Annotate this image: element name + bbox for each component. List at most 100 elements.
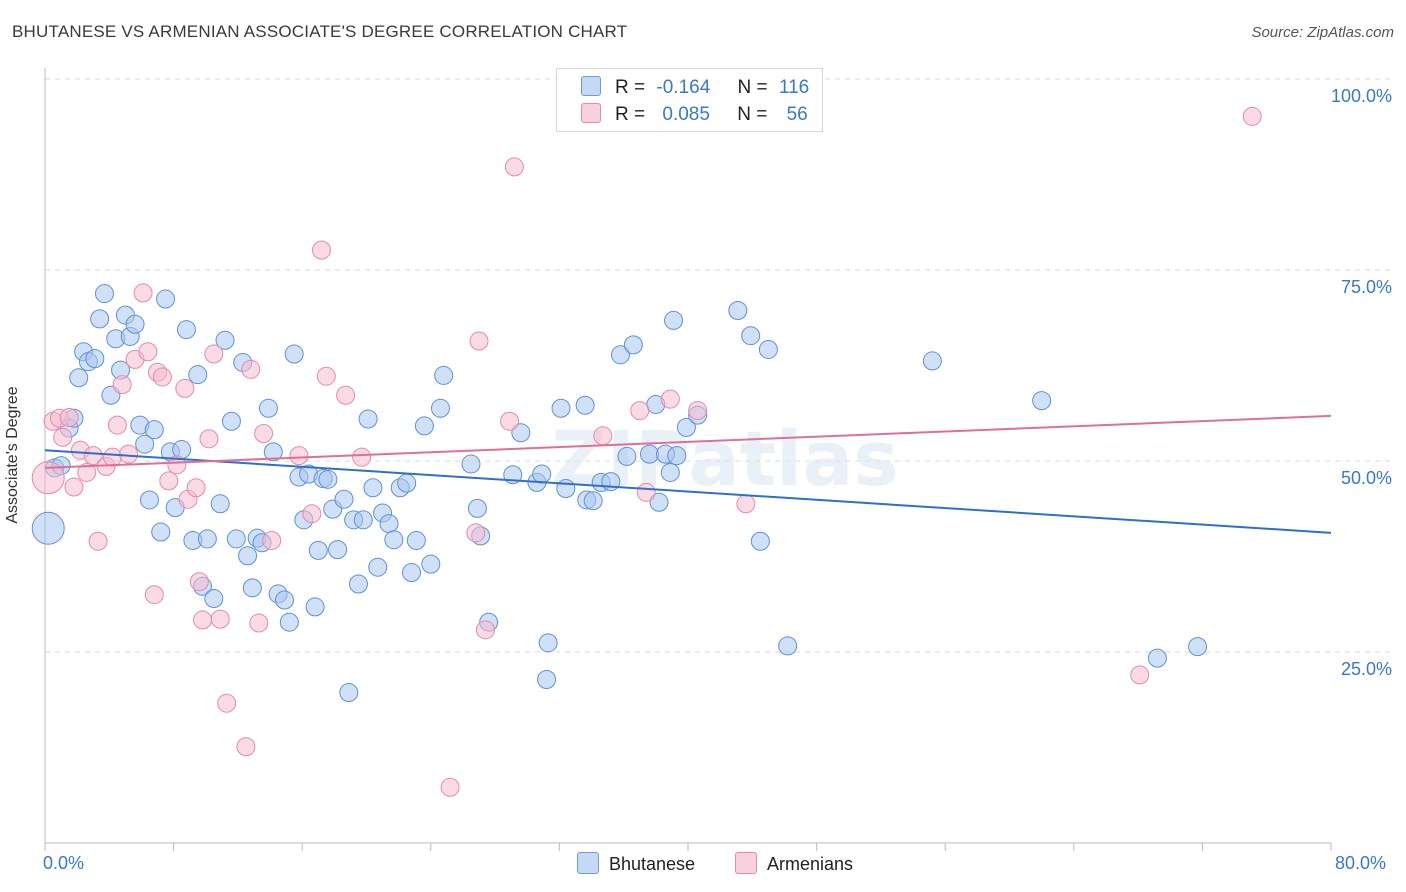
- bhutanese-point: [421, 554, 441, 574]
- legend-r-label: R =: [615, 77, 646, 98]
- y-tick-label-50: 50.0%: [1340, 468, 1392, 488]
- bhutanese-point: [1188, 637, 1208, 657]
- armenians-point: [289, 446, 309, 466]
- armenians-point: [469, 331, 489, 351]
- armenians-point: [636, 482, 656, 502]
- armenians-point: [53, 427, 73, 447]
- bhutanese-point: [275, 590, 295, 610]
- armenians-point: [204, 344, 224, 364]
- bottom-legend-bhutanese: Bhutanese: [577, 852, 695, 875]
- bhutanese-point: [402, 563, 422, 583]
- armenians-point: [77, 462, 97, 482]
- armenians-point: [199, 429, 219, 449]
- bhutanese-point: [135, 434, 155, 454]
- bottom-legend-swatch-blue: [577, 852, 599, 874]
- armenians-point: [59, 407, 79, 427]
- armenians-point: [504, 157, 524, 177]
- armenians-point: [1130, 665, 1150, 685]
- armenians-point: [103, 447, 123, 467]
- armenians-point: [186, 478, 206, 498]
- bhutanese-point: [139, 490, 159, 510]
- armenians-point: [88, 531, 108, 551]
- bhutanese-point: [778, 636, 798, 656]
- armenians-point: [119, 444, 139, 464]
- bhutanese-point: [197, 529, 217, 549]
- bottom-legend-label: Bhutanese: [609, 854, 696, 874]
- bhutanese-point: [610, 345, 630, 365]
- bhutanese-point: [258, 398, 278, 418]
- bhutanese-point: [353, 510, 373, 530]
- bhutanese-point: [279, 612, 299, 632]
- armenians-point: [31, 461, 65, 495]
- bhutanese-point: [1032, 391, 1052, 411]
- bhutanese-point: [384, 530, 404, 550]
- armenians-point: [107, 415, 127, 435]
- bhutanese-point: [414, 416, 434, 436]
- legend-r-value: -0.164: [656, 77, 711, 98]
- bhutanese-point: [511, 423, 531, 443]
- armenians-point: [352, 447, 372, 467]
- bhutanese-point: [363, 478, 383, 498]
- bhutanese-point: [406, 530, 426, 550]
- bhutanese-point: [434, 365, 454, 385]
- bhutanese-point: [226, 529, 246, 549]
- armenians-point: [316, 366, 336, 386]
- bhutanese-point: [1147, 648, 1167, 668]
- armenians-point: [189, 572, 209, 592]
- bhutanese-point: [922, 351, 942, 371]
- bhutanese-point: [676, 417, 696, 437]
- bhutanese-point: [583, 491, 603, 511]
- legend-swatch-pink: [581, 103, 601, 123]
- armenians-point: [138, 342, 158, 362]
- bhutanese-point: [188, 365, 208, 385]
- bhutanese-point: [397, 473, 417, 493]
- bhutanese-point: [305, 597, 325, 617]
- bhutanese-point: [660, 462, 680, 482]
- bhutanese-point: [623, 335, 643, 355]
- bhutanese-point: [430, 398, 450, 418]
- armenians-point: [311, 240, 331, 260]
- armenians-point: [167, 455, 187, 475]
- bhutanese-point: [334, 489, 354, 509]
- bhutanese-point: [368, 557, 388, 577]
- armenians-point: [466, 523, 486, 543]
- bhutanese-point: [284, 344, 304, 364]
- armenians-trend-line: [44, 414, 1332, 469]
- bhutanese-point: [69, 368, 89, 388]
- bottom-legend-swatch-pink: [735, 852, 757, 874]
- armenians-point: [336, 385, 356, 405]
- bhutanese-point: [538, 633, 558, 653]
- x-tick-label-min: 0.0%: [43, 853, 85, 873]
- armenians-point: [660, 389, 680, 409]
- bhutanese-point: [728, 300, 748, 320]
- y-tick-label-75: 75.0%: [1340, 277, 1392, 297]
- bhutanese-point: [556, 479, 576, 499]
- bhutanese-point: [348, 574, 368, 594]
- bottom-legend-label: Armenians: [767, 854, 854, 874]
- bhutanese-point: [328, 540, 348, 560]
- bhutanese-point: [461, 454, 481, 474]
- bhutanese-point: [575, 395, 595, 415]
- armenians-point: [236, 737, 256, 757]
- armenians-point: [736, 494, 756, 514]
- bhutanese-point: [532, 464, 552, 484]
- bhutanese-point: [156, 289, 176, 309]
- armenians-point: [133, 283, 153, 303]
- legend-swatch-blue: [581, 76, 601, 96]
- chart-title: BHUTANESE VS ARMENIAN ASSOCIATE'S DEGREE…: [12, 22, 628, 41]
- bhutanese-point: [94, 284, 114, 304]
- armenians-point: [262, 530, 282, 550]
- bhutanese-point: [308, 540, 328, 560]
- bhutanese-point: [667, 446, 687, 466]
- armenians-point: [475, 620, 495, 640]
- bottom-legend-armenians: Armenians: [735, 852, 853, 875]
- bhutanese-point: [750, 531, 770, 551]
- bhutanese-point: [210, 494, 230, 514]
- correlation-legend: R = -0.164 N = 116 R = 0.085 N = 56: [556, 68, 823, 132]
- bhutanese-point: [242, 578, 262, 598]
- bhutanese-point: [90, 309, 110, 329]
- bhutanese-point: [379, 514, 399, 534]
- bhutanese-point: [151, 522, 171, 542]
- bhutanese-point: [339, 682, 359, 702]
